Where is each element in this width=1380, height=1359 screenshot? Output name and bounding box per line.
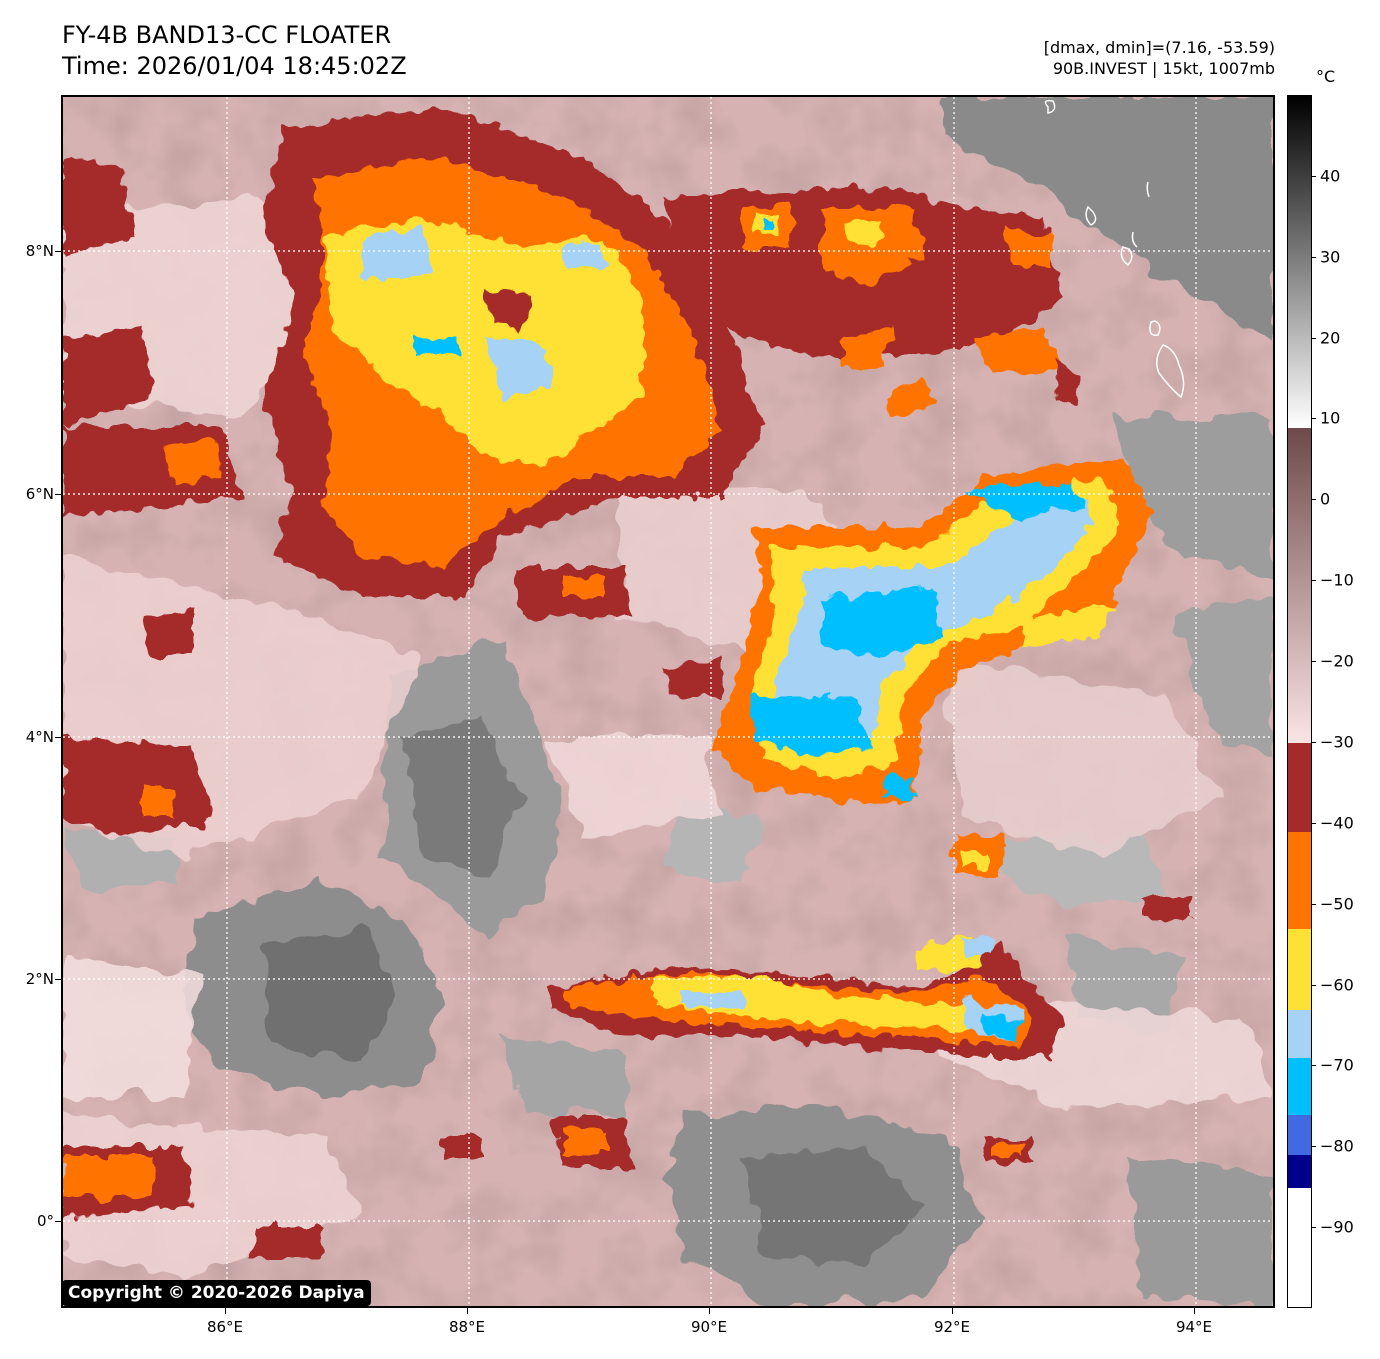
storm-info: 90B.INVEST | 15kt, 1007mb (1052, 59, 1275, 78)
colorbar-tick (1311, 984, 1316, 986)
colorbar-band (1288, 1155, 1311, 1188)
colorbar-band (1288, 742, 1311, 832)
colorbar-tick-label: −70 (1320, 1055, 1354, 1075)
lat-label-8n: 8°N (25, 242, 54, 260)
colorbar-unit: °C (1316, 67, 1336, 86)
colorbar-band (1288, 831, 1311, 929)
lon-label-88: 88°E (448, 1318, 486, 1336)
colorbar-tick-label: 20 (1320, 328, 1341, 348)
colorbar-band (1288, 1187, 1311, 1307)
convection-central (713, 457, 1153, 877)
colorbar-tick (1311, 580, 1316, 582)
colorbar-tick-label: −30 (1320, 732, 1354, 752)
lat-tick-4n (55, 737, 61, 738)
lat-label-2n: 2°N (25, 970, 54, 988)
lat-tick-6n (55, 494, 61, 495)
lat-label-0: 0° (36, 1212, 54, 1230)
colorbar-tick (1311, 661, 1316, 663)
ir-imagery (63, 97, 1273, 1306)
lon-label-90: 90°E (690, 1318, 728, 1336)
colorbar-tick (1311, 256, 1316, 258)
colorbar-band (1288, 1009, 1311, 1059)
colorbar-tick-label: −10 (1320, 570, 1354, 590)
colorbar-tick (1311, 337, 1316, 339)
lon-tick-90 (709, 1308, 710, 1314)
colorbar-tick-label: −80 (1320, 1136, 1354, 1156)
colorbar-tick-label: −40 (1320, 813, 1354, 833)
convection-north-strip (663, 187, 1083, 417)
lat-tick-2n (55, 979, 61, 980)
lon-tick-86 (225, 1308, 226, 1314)
colorbar-tick-label: −20 (1320, 651, 1354, 671)
colorbar-tick (1311, 1146, 1316, 1148)
lat-label-4n: 4°N (25, 728, 54, 746)
copyright-badge: Copyright © 2020-2026 Dapiya (62, 1280, 371, 1306)
lon-label-86: 86°E (206, 1318, 244, 1336)
convection-west (63, 157, 1193, 1257)
colorbar-tick-label: −60 (1320, 975, 1354, 995)
colorbar-band (1288, 928, 1311, 1010)
convection-northwest (263, 107, 763, 597)
colorbar-band (1288, 427, 1311, 743)
colorbar-band (1288, 1058, 1311, 1115)
colorbar-tick (1311, 822, 1316, 824)
colorbar-tick (1311, 499, 1316, 501)
colorbar (1287, 95, 1312, 1308)
lon-label-92: 92°E (933, 1318, 971, 1336)
colorbar-tick-label: 0 (1320, 489, 1331, 509)
colorbar-tick-label: 10 (1320, 408, 1341, 428)
colorbar-tick (1311, 175, 1316, 177)
colorbar-tick-label: 30 (1320, 247, 1341, 267)
clear-sky-grey-regions (63, 97, 1273, 1306)
colorbar-band (1288, 1114, 1311, 1156)
convection-south-band (548, 937, 1063, 1057)
chart-title: FY-4B BAND13-CC FLOATER (62, 21, 392, 49)
chart-timestamp: Time: 2026/01/04 18:45:02Z (62, 52, 407, 80)
colorbar-tick (1311, 903, 1316, 905)
colorbar-tick (1311, 1227, 1316, 1229)
colorbar-tick (1311, 418, 1316, 420)
lon-tick-88 (467, 1308, 468, 1314)
colorbar-tick (1311, 1065, 1316, 1067)
satellite-map (61, 95, 1275, 1308)
colorbar-tick-label: −90 (1320, 1217, 1354, 1237)
gridlines (63, 97, 1273, 1306)
lon-label-94: 94°E (1175, 1318, 1213, 1336)
lat-tick-8n (55, 251, 61, 252)
colorbar-tick (1311, 741, 1316, 743)
colorbar-band (1288, 96, 1311, 428)
dmax-dmin-info: [dmax, dmin]=(7.16, -53.59) (1043, 38, 1275, 57)
colorbar-tick-label: 40 (1320, 166, 1341, 186)
coastlines (1044, 99, 1185, 399)
colorbar-tick-label: −50 (1320, 894, 1354, 914)
lon-tick-94 (1194, 1308, 1195, 1314)
lon-tick-92 (952, 1308, 953, 1314)
lat-label-6n: 6°N (25, 485, 54, 503)
lat-tick-0 (55, 1221, 61, 1222)
